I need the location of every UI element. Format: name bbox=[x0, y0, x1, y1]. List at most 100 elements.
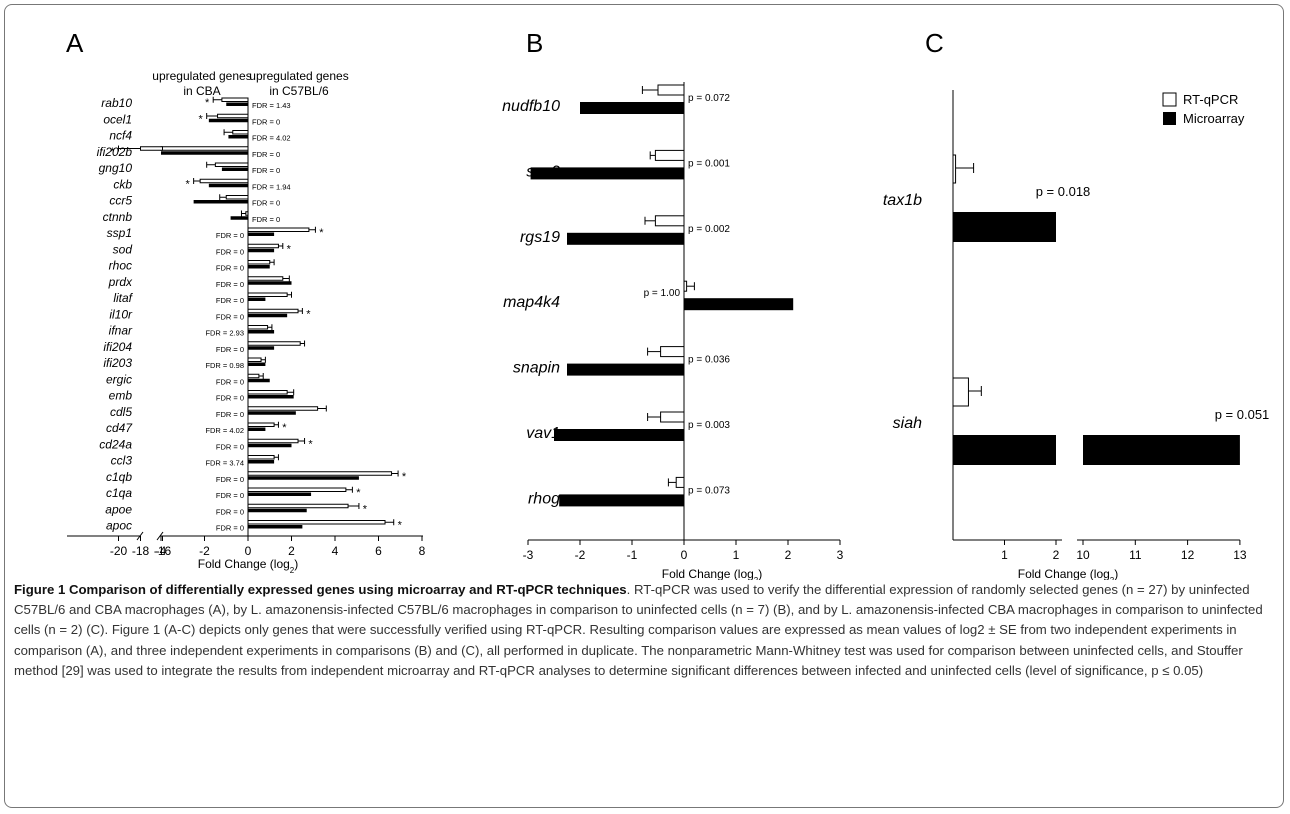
tick-label-b: 2 bbox=[785, 548, 792, 562]
fdr-label: FDR = 0 bbox=[216, 377, 244, 386]
bar-microarray bbox=[248, 427, 266, 431]
panel-b: B -3 -2 -1 0 1 2 3 Fold Change (log2) nudfb10 p = … bbox=[502, 28, 844, 580]
fdr-label: FDR = 0 bbox=[216, 524, 244, 533]
bar-microarray bbox=[953, 435, 1056, 465]
bar-rtqpcr bbox=[675, 476, 685, 488]
header-c57-line1: upregulated genes bbox=[249, 69, 348, 83]
fdr-label: FDR = 0 bbox=[216, 345, 244, 354]
gene-label: vav1 bbox=[526, 425, 560, 442]
header-cba-line1: upregulated genes bbox=[152, 69, 251, 83]
x-label-b: Fold Change (log2) bbox=[662, 567, 763, 580]
bar-rtqpcr bbox=[683, 280, 688, 292]
bar-rtqpcr bbox=[247, 292, 288, 297]
gene-label: ctnnb bbox=[103, 210, 133, 224]
header-c57-line2: in C57BL/6 bbox=[269, 84, 329, 98]
bar-microarray bbox=[953, 212, 1056, 242]
bar-rtqpcr bbox=[160, 146, 249, 151]
gene-label: ccl3 bbox=[111, 454, 133, 468]
panel-letter-c: C bbox=[925, 28, 944, 58]
gene-label: sod bbox=[113, 242, 133, 256]
bar-rtqpcr bbox=[221, 97, 249, 102]
bar-microarray bbox=[248, 330, 275, 334]
significance-star: * bbox=[306, 308, 311, 320]
gene-label: map4k4 bbox=[503, 294, 560, 311]
bar-microarray bbox=[248, 346, 275, 350]
p-value-label: p = 0.018 bbox=[1036, 184, 1091, 199]
tick-label-b: 0 bbox=[681, 548, 688, 562]
fdr-label: FDR = 0 bbox=[252, 117, 280, 126]
caption-body: . RT-qPCR was used to verify the differe… bbox=[14, 582, 1263, 678]
tick-label-a: -4 bbox=[156, 544, 167, 558]
bar-rtqpcr bbox=[247, 390, 288, 395]
bar-microarray bbox=[248, 508, 307, 513]
bar-microarray bbox=[208, 183, 248, 188]
bar-rtqpcr bbox=[952, 154, 957, 184]
panel-letter-a: A bbox=[66, 28, 84, 58]
bar-microarray bbox=[530, 167, 684, 180]
gene-label: ccr5 bbox=[109, 194, 132, 208]
bar-microarray bbox=[684, 298, 794, 311]
tick-label-b: -2 bbox=[575, 548, 586, 562]
bar-microarray bbox=[567, 363, 684, 376]
bar-microarray bbox=[248, 248, 275, 253]
tick-label-b: 1 bbox=[733, 548, 740, 562]
gene-label: ncf4 bbox=[109, 129, 132, 143]
gene-label: nudfb10 bbox=[502, 98, 560, 115]
bar-microarray bbox=[230, 216, 248, 220]
tick-label-a: 0 bbox=[245, 544, 252, 558]
legend-swatch-microarray bbox=[1163, 112, 1176, 125]
bar-microarray bbox=[248, 378, 270, 383]
fdr-label: FDR = 2.93 bbox=[205, 329, 244, 338]
axis-break-mark bbox=[156, 531, 164, 541]
p-value-label: p = 0.002 bbox=[688, 224, 730, 235]
bar-rtqpcr bbox=[247, 243, 279, 249]
bar-rtqpcr bbox=[247, 308, 299, 314]
bar-microarray bbox=[580, 102, 684, 114]
bar-rtqpcr bbox=[247, 503, 349, 509]
tick-label-a: -2 bbox=[199, 544, 210, 558]
significance-star: * bbox=[356, 487, 361, 499]
fdr-label: FDR = 0 bbox=[252, 199, 280, 208]
p-value-label: p = 0.073 bbox=[688, 485, 730, 496]
p-value-label: p = 1.00 bbox=[644, 288, 681, 299]
bar-microarray bbox=[567, 232, 684, 245]
fdr-label: FDR = 0 bbox=[216, 312, 244, 321]
x-label-close: ) bbox=[1114, 567, 1118, 580]
significance-star: * bbox=[282, 422, 287, 434]
significance-star: * bbox=[308, 438, 313, 450]
bar-rtqpcr bbox=[657, 84, 685, 96]
bar-rtqpcr bbox=[217, 113, 249, 119]
significance-star: * bbox=[205, 97, 210, 109]
bar-microarray bbox=[554, 429, 684, 441]
tick-label-c: 12 bbox=[1181, 548, 1195, 562]
figure-frame bbox=[4, 4, 1284, 808]
fdr-label: FDR = 4.02 bbox=[205, 426, 244, 435]
bar-rtqpcr bbox=[247, 406, 319, 411]
bar-microarray bbox=[248, 362, 266, 366]
fdr-label: FDR = 4.02 bbox=[252, 134, 291, 143]
bar-rtqpcr bbox=[247, 373, 260, 379]
bar-microarray bbox=[248, 443, 292, 448]
fdr-label: FDR = 0 bbox=[216, 507, 244, 516]
significance-star: * bbox=[363, 503, 368, 515]
bar-rtqpcr bbox=[952, 377, 969, 407]
tick-label-b: -3 bbox=[523, 548, 534, 562]
bar-rtqpcr bbox=[247, 487, 347, 492]
fdr-label: FDR = 0 bbox=[216, 280, 244, 289]
bar-microarray bbox=[248, 411, 296, 415]
p-value-label: p = 0.051 bbox=[1215, 407, 1270, 422]
bar-microarray bbox=[559, 494, 684, 507]
gene-label: ckb bbox=[113, 177, 132, 191]
gene-label: rhoc bbox=[109, 259, 132, 273]
fdr-label: FDR = 0 bbox=[216, 394, 244, 403]
significance-star: * bbox=[319, 227, 324, 239]
gene-label: ifi204 bbox=[103, 340, 132, 354]
significance-star: * bbox=[110, 146, 115, 158]
legend-label-microarray: Microarray bbox=[1183, 111, 1245, 126]
tick-label-c: 1 bbox=[1001, 548, 1008, 562]
tick-label-c: 10 bbox=[1076, 548, 1090, 562]
gene-label: ssp1 bbox=[107, 226, 132, 240]
gene-label: prdx bbox=[108, 275, 133, 289]
